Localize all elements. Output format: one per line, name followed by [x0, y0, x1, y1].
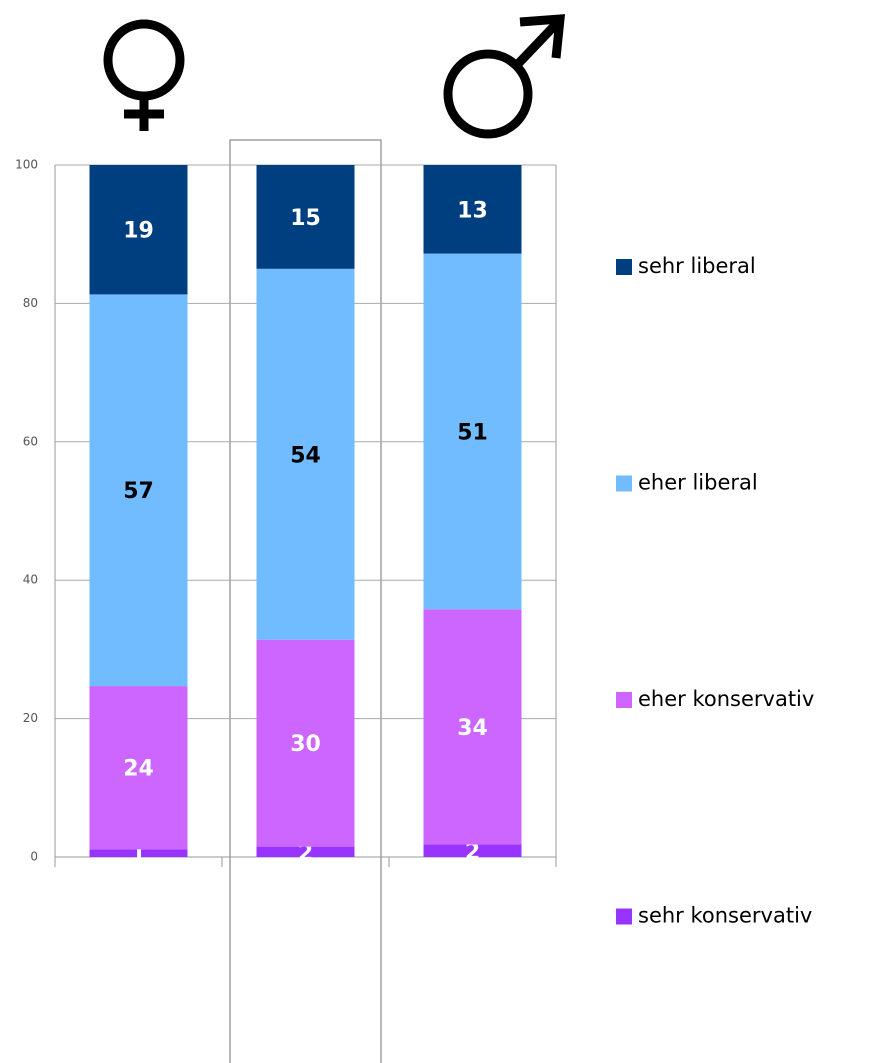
bar-segment	[89, 849, 188, 857]
data-label: 15	[290, 206, 321, 231]
y-tick-label: 20	[23, 711, 38, 725]
bar-segment	[256, 268, 355, 640]
legend-swatch	[616, 475, 632, 492]
y-tick-label: 40	[23, 573, 38, 587]
data-label: 19	[123, 219, 154, 244]
legend-label: eher konservativ	[638, 687, 814, 711]
data-label: 54	[290, 443, 321, 468]
y-tick-label: 60	[23, 434, 38, 448]
legend-swatch	[616, 908, 632, 925]
data-label: 2	[465, 840, 480, 865]
female-symbol	[103, 19, 185, 131]
bar-segment	[256, 846, 355, 857]
bar-segment	[89, 686, 188, 850]
bar-segment	[423, 165, 522, 254]
data-label: 51	[457, 420, 488, 445]
bar-segment	[89, 294, 188, 687]
y-tick-label: 80	[23, 296, 38, 310]
data-label: 57	[123, 479, 154, 504]
bar-segment	[423, 844, 522, 857]
legend-label: sehr liberal	[638, 254, 756, 278]
legend-label: eher liberal	[638, 471, 758, 495]
bar-segment	[89, 165, 188, 295]
data-label: 24	[123, 757, 154, 782]
bar-segment	[256, 639, 355, 847]
legend-swatch	[616, 259, 632, 275]
bar-segment	[256, 165, 355, 269]
data-label: 13	[457, 198, 488, 223]
bar-segment	[423, 609, 522, 845]
legend-swatch	[616, 692, 632, 708]
y-tick-label: 100	[15, 158, 38, 172]
bar-segment	[423, 253, 522, 610]
male-symbol	[443, 14, 566, 139]
y-tick-label: 0	[30, 850, 38, 864]
data-label: 30	[290, 732, 321, 757]
selection-frame	[229, 139, 382, 1063]
legend-label: sehr konservativ	[638, 904, 812, 928]
data-label: 34	[457, 716, 488, 741]
data-label: 2	[298, 841, 313, 866]
